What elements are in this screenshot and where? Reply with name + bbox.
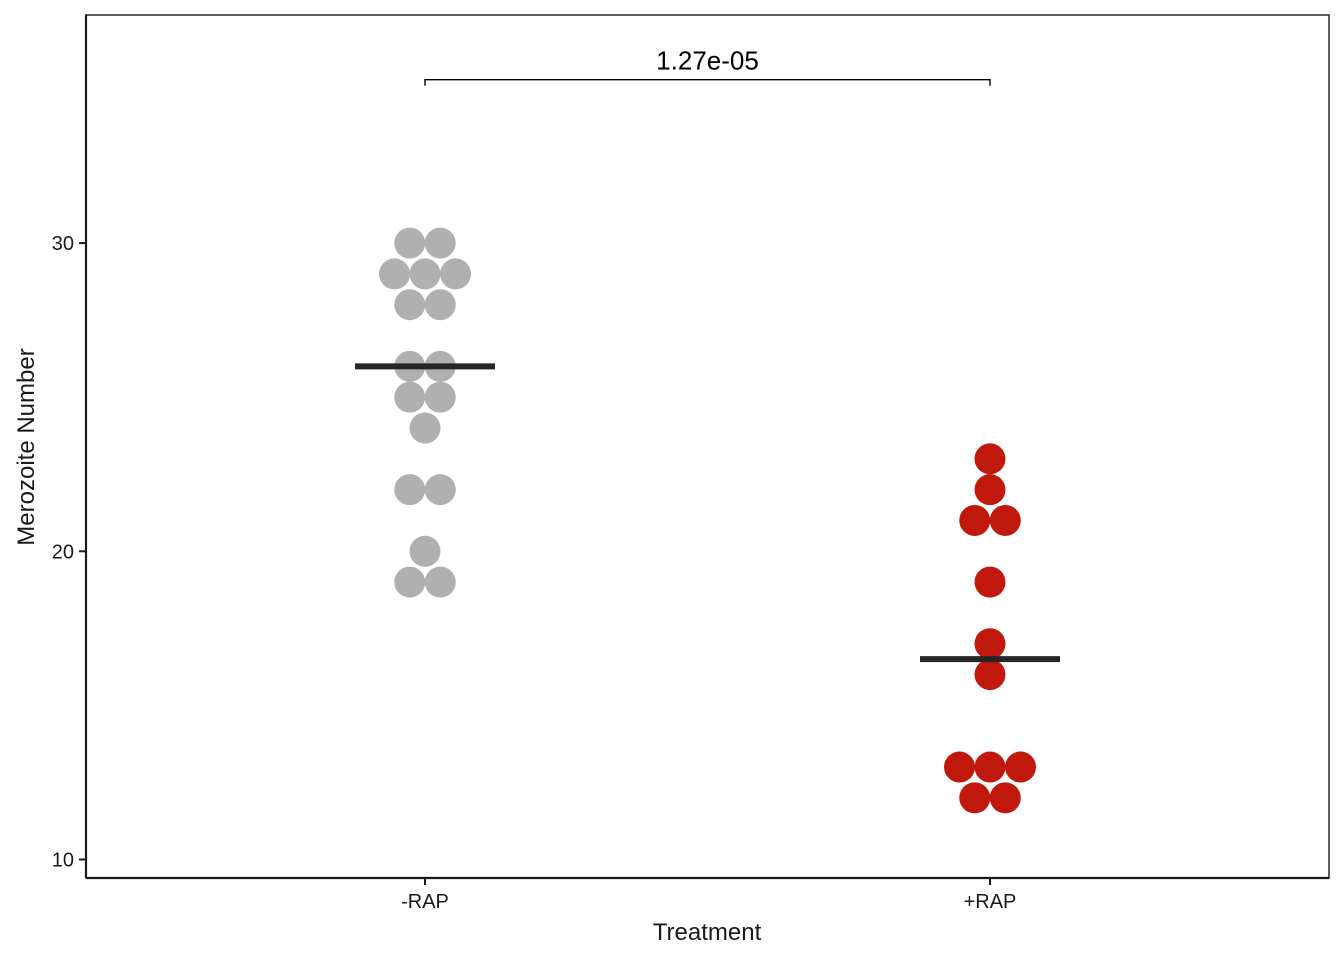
data-point: [989, 504, 1021, 536]
median-lines: [355, 363, 1060, 663]
data-point: [394, 289, 426, 321]
y-tick-label: 20: [52, 541, 74, 563]
data-point: [944, 751, 975, 783]
x-tick-label: -RAP: [401, 891, 449, 913]
data-point: [394, 566, 426, 598]
data-point: [424, 227, 456, 259]
data-point: [409, 258, 441, 290]
significance-bracket: 1.27e-05: [424, 46, 991, 86]
data-point: [974, 628, 1006, 660]
data-point: [974, 751, 1006, 783]
data-point: [1005, 751, 1036, 783]
y-tick-label: 10: [52, 850, 74, 872]
x-axis-ticks: -RAP +RAP: [401, 878, 1016, 913]
data-point: [394, 227, 426, 259]
y-tick-label: 30: [52, 233, 74, 255]
y-axis-ticks: 10 20 30: [52, 233, 86, 872]
data-point: [424, 289, 456, 321]
data-point: [409, 412, 441, 444]
data-point: [959, 504, 991, 536]
data-points: [379, 227, 1036, 814]
data-point: [989, 782, 1021, 814]
data-point: [974, 659, 1006, 691]
x-tick-label: +RAP: [964, 891, 1017, 913]
data-point: [959, 782, 991, 814]
data-point: [424, 566, 456, 598]
data-point: [394, 474, 426, 506]
data-point: [394, 381, 426, 413]
data-point: [424, 474, 456, 506]
data-point: [974, 566, 1006, 598]
data-point: [409, 535, 441, 567]
data-point: [974, 474, 1006, 506]
p-value-label: 1.27e-05: [656, 46, 759, 76]
data-point: [379, 258, 410, 290]
data-point: [974, 443, 1006, 475]
bracket-line: [424, 79, 991, 86]
data-point: [424, 381, 456, 413]
data-point: [440, 258, 471, 290]
y-axis-title: Merozoite Number: [13, 348, 40, 545]
x-axis-title: Treatment: [653, 919, 762, 946]
